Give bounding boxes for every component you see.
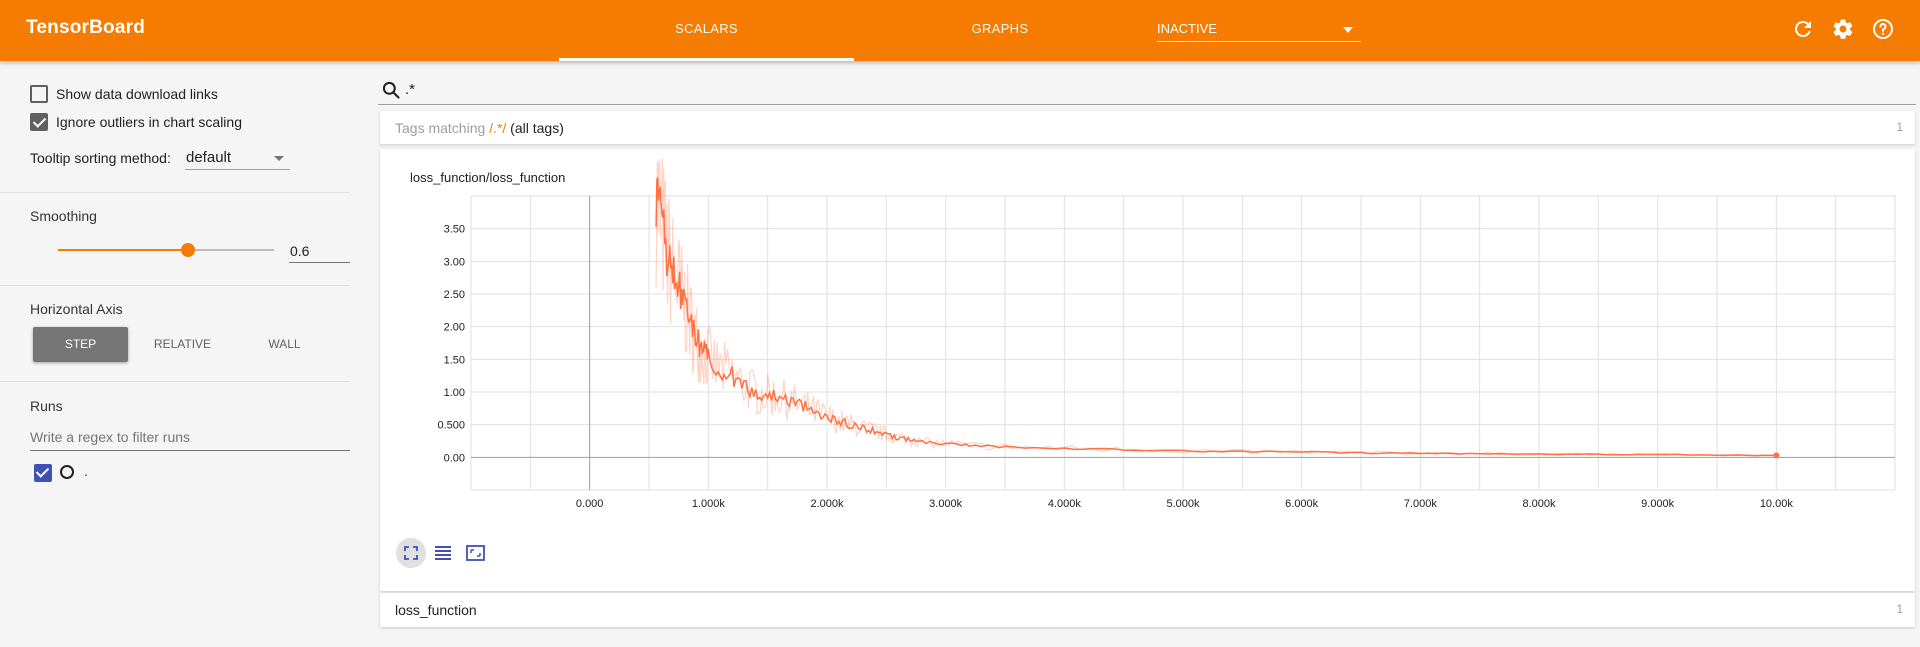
y-tick-label: 1.00 [444, 387, 465, 399]
sidebar-divider [0, 381, 350, 382]
sidebar: Show data download links Ignore outliers… [0, 61, 380, 647]
tooltip-sorting-select[interactable]: default [185, 148, 290, 170]
axis-wall-button[interactable]: WALL [268, 337, 301, 351]
dropdown-caret-icon [1343, 27, 1353, 33]
smoothing-slider-knob[interactable] [180, 243, 195, 257]
tags-matching-text: Tags matching /.*/ (all tags) [395, 120, 564, 136]
x-tick-label: 9.000k [1641, 498, 1675, 510]
y-tick-label: 0.500 [437, 420, 465, 432]
app-title: TensorBoard [26, 17, 146, 38]
loss-function-section[interactable]: loss_function 1 [380, 593, 1915, 627]
runs-filter-input[interactable]: Write a regex to filter runs [30, 427, 350, 451]
tooltip-sorting-value: default [186, 149, 232, 166]
refresh-icon[interactable] [1791, 17, 1815, 41]
sidebar-divider [0, 285, 350, 286]
tooltip-sorting-label: Tooltip sorting method: [30, 150, 171, 166]
y-tick-label: 1.50 [444, 354, 465, 366]
help-icon[interactable] [1871, 17, 1895, 41]
y-tick-label: 3.00 [444, 256, 465, 268]
smoothing-title: Smoothing [30, 208, 97, 224]
x-tick-label: 6.000k [1285, 498, 1319, 510]
x-tick-label: 0.000 [576, 498, 604, 510]
run-radio-button[interactable] [60, 465, 74, 479]
x-tick-label: 8.000k [1522, 498, 1556, 510]
toggle-log-scale-icon[interactable] [428, 538, 458, 568]
x-tick-label: 4.000k [1048, 498, 1082, 510]
horizontal-axis-title: Horizontal Axis [30, 301, 123, 317]
axis-step-button[interactable]: STEP [33, 327, 128, 362]
run-name: . [84, 463, 88, 479]
y-tick-label: 2.00 [444, 322, 465, 334]
tag-filter-input[interactable]: .* [405, 81, 416, 98]
axis-relative-button[interactable]: RELATIVE [153, 337, 212, 351]
x-tick-label: 3.000k [929, 498, 963, 510]
fullscreen-icon[interactable] [396, 538, 426, 568]
chart-card: loss_function/loss_function 0.000 1.000k 2… [380, 149, 1915, 591]
tags-matching-card[interactable]: Tags matching /.*/ (all tags) 1 [380, 111, 1915, 144]
settings-icon[interactable] [1831, 17, 1855, 41]
run-checkbox[interactable] [34, 464, 52, 482]
x-tick-label: 5.000k [1166, 498, 1200, 510]
loss-function-title: loss_function [395, 602, 477, 618]
tab-scalars[interactable]: SCALARS [675, 21, 738, 36]
y-tick-label: 3.50 [444, 224, 465, 236]
smoothing-input[interactable]: 0.6 [289, 239, 350, 263]
runs-title: Runs [30, 398, 63, 414]
x-tick-label: 7.000k [1404, 498, 1438, 510]
app-header: TensorBoard SCALARS GRAPHS INACTIVE [0, 0, 1920, 61]
tags-matching-suffix: (all tags) [506, 120, 564, 136]
chart-title: loss_function/loss_function [410, 170, 566, 185]
dropdown-caret-icon [274, 156, 284, 161]
x-tick-label: 2.000k [810, 498, 844, 510]
tags-matching-prefix: Tags matching [395, 120, 490, 136]
show-download-links-checkbox[interactable] [30, 85, 48, 103]
smoothing-slider-fill [58, 249, 188, 251]
show-download-links-label: Show data download links [56, 86, 218, 102]
loss-function-count: 1 [1896, 602, 1903, 616]
search-icon [382, 81, 400, 99]
ignore-outliers-checkbox[interactable] [30, 113, 48, 131]
series-endpoint [1773, 452, 1780, 459]
tag-filter-underline [378, 104, 1916, 105]
active-tab-indicator [559, 58, 854, 61]
x-tick-label: 10.00k [1760, 498, 1794, 510]
series-raw-line [655, 158, 1769, 457]
x-tick-label: 1.000k [692, 498, 726, 510]
line-chart[interactable]: 0.000 1.000k 2.000k 3.000k 4.000k 5.000k 6.000… [380, 149, 1915, 591]
smoothing-slider[interactable] [58, 243, 274, 257]
fit-domain-icon[interactable] [460, 538, 490, 568]
inactive-dashboard-select[interactable]: INACTIVE [1157, 20, 1361, 42]
ignore-outliers-label: Ignore outliers in chart scaling [56, 114, 242, 130]
tab-graphs[interactable]: GRAPHS [971, 21, 1029, 36]
y-tick-label: 0.00 [444, 452, 465, 464]
series-line [655, 177, 1777, 457]
tags-count: 1 [1896, 120, 1903, 134]
sidebar-divider [0, 192, 350, 193]
inactive-select-value: INACTIVE [1157, 21, 1217, 36]
y-tick-label: 2.50 [444, 289, 465, 301]
tags-matching-regex: /.*/ [489, 120, 507, 136]
